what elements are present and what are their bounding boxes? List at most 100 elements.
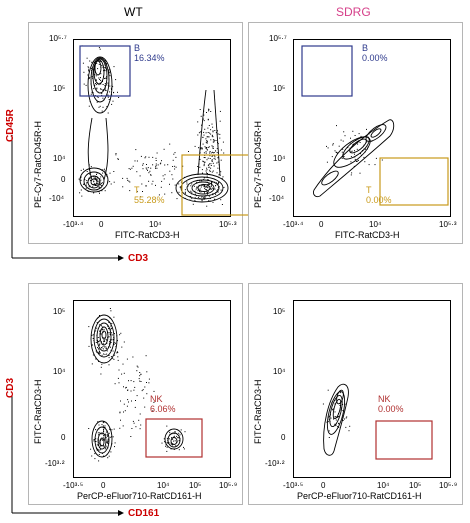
event-dot bbox=[207, 179, 209, 181]
event-dot bbox=[220, 149, 222, 151]
event-dot bbox=[206, 140, 208, 142]
event-dot bbox=[335, 416, 337, 418]
event-dot bbox=[103, 421, 105, 423]
event-dot bbox=[98, 84, 100, 86]
event-dot bbox=[107, 434, 109, 436]
event-dot bbox=[98, 186, 100, 188]
event-dot bbox=[100, 449, 102, 451]
event-dot bbox=[135, 149, 137, 151]
y-tick-3: 0 bbox=[61, 175, 66, 184]
event-dot bbox=[168, 438, 170, 440]
event-dot bbox=[83, 71, 85, 73]
event-dot bbox=[113, 181, 115, 183]
event-dot bbox=[85, 84, 87, 86]
event-dot bbox=[136, 395, 138, 397]
event-dot bbox=[145, 355, 147, 357]
event-dot bbox=[170, 443, 172, 445]
event-dot bbox=[328, 430, 330, 432]
event-dot bbox=[197, 134, 199, 136]
event-dot bbox=[343, 131, 345, 133]
event-dot bbox=[171, 174, 173, 176]
event-dot bbox=[222, 176, 224, 178]
event-dot bbox=[96, 184, 98, 186]
event-dot bbox=[219, 110, 221, 112]
event-dot bbox=[138, 419, 140, 421]
event-dot bbox=[175, 156, 177, 158]
event-dot bbox=[103, 437, 105, 439]
event-dot bbox=[206, 112, 207, 113]
event-dot bbox=[115, 79, 117, 81]
event-dot bbox=[83, 168, 84, 170]
gate-nk-label-sdrg: NK 0.00% bbox=[378, 394, 404, 414]
event-dot bbox=[211, 181, 213, 183]
event-dot bbox=[105, 447, 107, 449]
event-dot bbox=[334, 411, 336, 413]
event-dot bbox=[358, 133, 360, 135]
event-dot bbox=[342, 140, 344, 142]
event-dot bbox=[213, 152, 215, 154]
event-dot bbox=[88, 69, 89, 71]
event-dot bbox=[108, 322, 110, 323]
event-dot bbox=[166, 437, 168, 439]
event-dot bbox=[199, 131, 201, 133]
event-dot bbox=[363, 156, 365, 158]
event-dot bbox=[197, 190, 199, 192]
event-dot bbox=[336, 125, 337, 127]
event-dot bbox=[98, 434, 99, 436]
event-dot bbox=[147, 167, 149, 169]
event-dot bbox=[95, 79, 97, 81]
event-dot bbox=[127, 399, 129, 401]
x-tick-4: 10⁵·⁹ bbox=[439, 481, 458, 490]
event-dot bbox=[205, 132, 207, 134]
event-dot bbox=[350, 137, 351, 139]
event-dot bbox=[356, 148, 358, 150]
event-dot bbox=[112, 100, 114, 102]
event-dot bbox=[93, 192, 95, 194]
event-dot bbox=[100, 179, 102, 181]
event-dot bbox=[114, 446, 115, 448]
event-dot bbox=[111, 103, 113, 105]
event-dot bbox=[110, 87, 112, 89]
event-dot bbox=[95, 429, 97, 431]
event-dot bbox=[187, 185, 189, 187]
panel-sdrg-bottom: NK 0.00% -10³·⁵ 0 10⁴ 10⁵ 10⁵·⁹ PerCP-eFl… bbox=[248, 283, 463, 505]
event-dot bbox=[175, 166, 177, 168]
event-dot bbox=[103, 328, 105, 330]
event-dot bbox=[212, 151, 213, 153]
event-dot bbox=[210, 129, 212, 131]
event-dot bbox=[153, 401, 155, 403]
event-dot bbox=[173, 435, 175, 437]
event-dot bbox=[213, 140, 215, 142]
event-dot bbox=[122, 425, 124, 427]
event-dot bbox=[223, 152, 225, 154]
event-dot bbox=[177, 437, 179, 439]
event-dot bbox=[350, 174, 352, 176]
event-dot bbox=[141, 390, 143, 392]
event-dot bbox=[217, 143, 219, 145]
event-dot bbox=[161, 442, 163, 444]
event-dot bbox=[106, 434, 108, 436]
x-tick-0: -10³·⁴ bbox=[63, 220, 84, 229]
event-dot bbox=[119, 427, 121, 429]
event-dot bbox=[101, 354, 103, 356]
event-dot bbox=[92, 334, 94, 336]
event-dot bbox=[108, 364, 110, 366]
event-dot bbox=[111, 323, 113, 324]
event-dot bbox=[96, 178, 98, 180]
event-dot bbox=[96, 185, 98, 187]
event-dot bbox=[98, 349, 100, 351]
event-dot bbox=[122, 363, 124, 365]
event-dot bbox=[107, 457, 109, 459]
event-dot bbox=[109, 334, 111, 336]
event-dot bbox=[118, 382, 120, 384]
event-dot bbox=[142, 164, 144, 166]
event-dot bbox=[212, 139, 214, 141]
event-dot bbox=[95, 80, 97, 81]
event-dot bbox=[208, 164, 210, 166]
event-dot bbox=[178, 449, 180, 451]
event-dot bbox=[197, 166, 199, 167]
y-axis-title-wt-bottom: FITC-RatCD3-H bbox=[33, 379, 43, 445]
event-dot bbox=[139, 413, 141, 415]
event-dot bbox=[103, 438, 105, 440]
event-dot bbox=[92, 186, 94, 188]
